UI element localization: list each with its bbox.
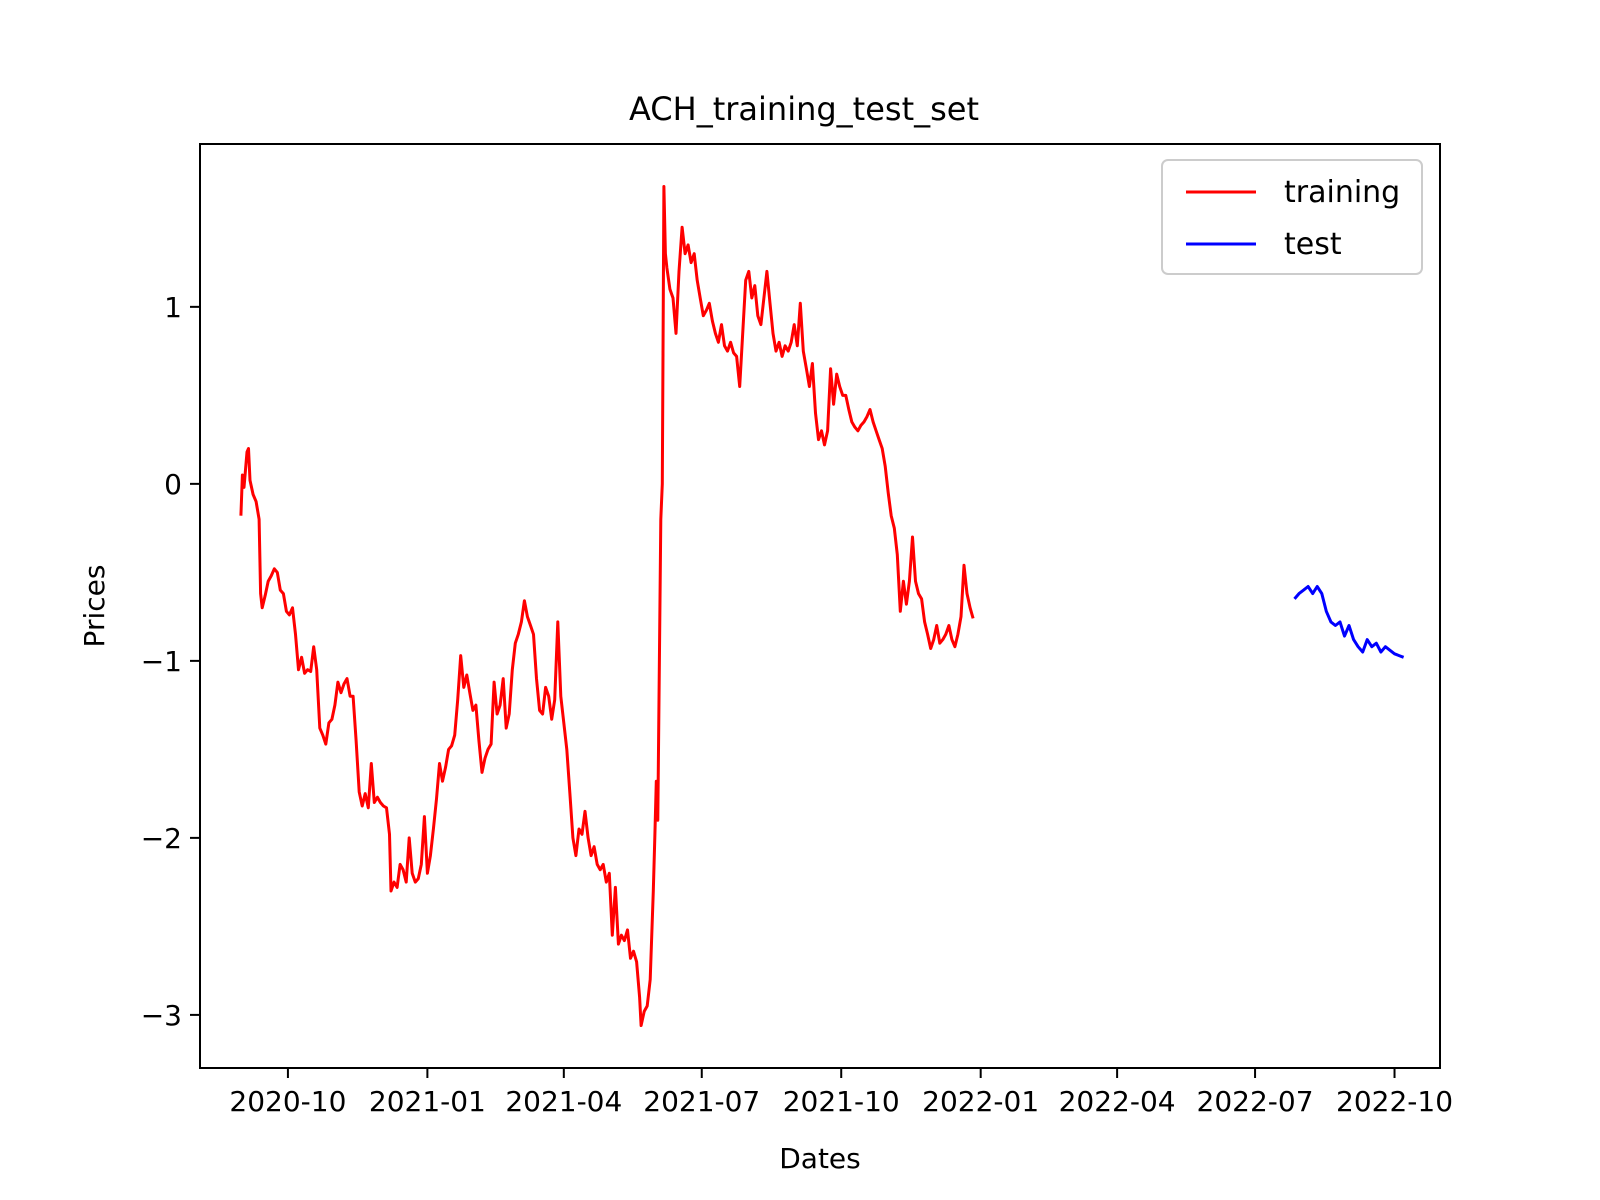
y-tick-label: 1: [164, 291, 182, 324]
y-tick-label: −1: [141, 645, 182, 678]
x-tick-label: 2020-10: [229, 1085, 346, 1118]
x-tick-label: 2021-07: [643, 1085, 760, 1118]
axes-frame: [199, 143, 1441, 1069]
legend-label-training: training: [1284, 175, 1400, 210]
x-tick-label: 2022-10: [1336, 1085, 1453, 1118]
legend: training test: [1161, 159, 1423, 275]
x-tick-label: 2021-10: [783, 1085, 900, 1118]
x-tick-label: 2021-04: [505, 1085, 622, 1118]
x-tick-label: 2022-01: [922, 1085, 1039, 1118]
y-tick-label: −3: [141, 999, 182, 1032]
y-tick-label: 0: [164, 468, 182, 501]
x-tick-label: 2022-04: [1059, 1085, 1176, 1118]
y-axis: 1 0 −1 −2 −3: [141, 291, 200, 1032]
series-layer: [239, 185, 1405, 1027]
legend-label-test: test: [1284, 227, 1342, 262]
plot-area: [199, 143, 1441, 1069]
series-line-test: [1293, 585, 1405, 659]
y-tick-label: −2: [141, 822, 182, 855]
chart-title: ACH_training_test_set: [629, 90, 979, 128]
y-axis-label: Prices: [78, 565, 111, 648]
series-line-training: [239, 185, 975, 1027]
x-tick-label: 2022-07: [1197, 1085, 1314, 1118]
x-tick-label: 2021-01: [369, 1085, 486, 1118]
x-axis-label: Dates: [779, 1142, 861, 1175]
x-axis: 2020-10 2021-01 2021-04 2021-07 2021-10 2022-…: [229, 1068, 1453, 1118]
